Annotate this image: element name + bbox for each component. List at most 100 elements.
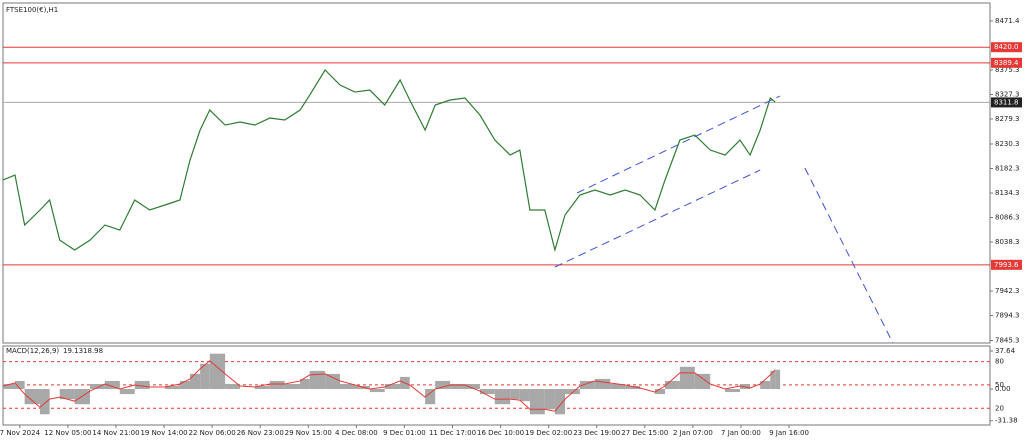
signal-line — [2, 360, 776, 412]
level-tag — [991, 57, 1022, 68]
macd-bar — [654, 389, 666, 395]
macd-value: 19.13 — [63, 347, 83, 355]
macd-bar — [425, 389, 436, 405]
x-tick-label: 14 Nov 21:00 — [92, 429, 139, 437]
x-tick-label: 27 Dec 15:00 — [621, 429, 668, 437]
macd-bar — [300, 378, 310, 390]
macd-bar — [510, 389, 520, 400]
y-tick-label: 7894.3 — [995, 311, 1020, 319]
macd-bar — [544, 389, 555, 410]
level-label: 7993.6 — [994, 261, 1019, 269]
y-tick-label: 8375.3 — [995, 66, 1020, 74]
macd-bar — [679, 366, 695, 390]
y-tick-label: 37.64 — [995, 347, 1016, 355]
x-tick-label: 4 Dec 08:00 — [335, 429, 378, 437]
trend-line — [554, 169, 761, 268]
x-tick-label: 7 Jan 00:00 — [721, 429, 761, 437]
price-line — [2, 69, 776, 253]
y-tick-label: 8134.3 — [995, 189, 1020, 197]
macd-bar — [725, 389, 741, 393]
macd-bar — [494, 389, 511, 405]
macd-bar — [309, 370, 326, 390]
level-label: 8389.4 — [994, 59, 1019, 67]
macd-bar — [15, 380, 25, 390]
macd-bar — [770, 370, 776, 390]
level-tag — [991, 42, 1022, 53]
macd-bar — [465, 383, 480, 390]
macd-bar — [369, 389, 385, 393]
macd-bar — [284, 383, 301, 390]
macd-bar — [625, 386, 641, 390]
y-tick-label: 8327.3 — [995, 91, 1020, 99]
y2-tick-label: 20 — [995, 404, 1004, 412]
macd-bar — [134, 380, 150, 390]
y-tick-label: 8471.4 — [995, 17, 1020, 25]
y2-tick-label: 80 — [995, 358, 1004, 366]
macd-bar — [565, 389, 580, 395]
macd-bar — [40, 389, 50, 415]
macd-bar — [119, 389, 135, 395]
macd-panel — [2, 345, 991, 426]
y-tick-label: 8182.3 — [995, 165, 1020, 173]
price-panel — [2, 2, 991, 344]
macd-bar — [90, 383, 105, 390]
level-tag — [991, 259, 1022, 270]
y-tick-label: 0.00 — [995, 385, 1011, 393]
chart-title: FTSE100(€),H1 — [6, 6, 58, 14]
macd-bar — [519, 389, 530, 402]
macd-bar — [775, 369, 781, 390]
macd-bar — [760, 380, 771, 390]
y-tick-label: 7942.3 — [995, 287, 1020, 295]
macd-bar — [104, 380, 120, 390]
x-tick-label: 19 Dec 02:00 — [525, 429, 572, 437]
macd-bar — [59, 389, 75, 400]
signal-value: 18.98 — [83, 347, 103, 355]
macd-bar — [325, 373, 341, 390]
macd-bar — [479, 389, 495, 395]
y-tick-label: -31.38 — [995, 417, 1018, 425]
macd-bar — [179, 380, 191, 390]
x-tick-label: 7 Nov 2024 — [0, 429, 41, 437]
x-tick-label: 22 Nov 06:00 — [189, 429, 236, 437]
macd-bar — [165, 386, 180, 390]
macd-bar — [594, 378, 611, 390]
macd-bar — [3, 383, 16, 390]
current-price-tag — [991, 97, 1022, 108]
macd-title: MACD(12,26,9) — [6, 347, 59, 355]
macd-bar — [209, 353, 226, 390]
macd-bar — [435, 380, 451, 390]
x-tick-label: 29 Nov 15:00 — [285, 429, 332, 437]
y-tick-label: 8230.3 — [995, 140, 1020, 148]
macd-bar — [24, 389, 41, 405]
x-tick-label: 11 Dec 17:00 — [429, 429, 476, 437]
macd-bar — [610, 383, 626, 390]
current-price-label: 8311.8 — [994, 98, 1019, 106]
x-tick-label: 12 Nov 05:00 — [44, 429, 91, 437]
macd-bar — [579, 380, 595, 390]
macd-bar — [190, 373, 201, 390]
x-tick-label: 16 Dec 10:00 — [477, 429, 524, 437]
trend-line — [804, 167, 894, 344]
macd-bar — [225, 383, 241, 390]
x-tick-label: 19 Nov 14:00 — [140, 429, 187, 437]
y-tick-label: 8086.3 — [995, 214, 1020, 222]
macd-bar — [694, 373, 711, 390]
x-tick-label: 9 Jan 16:00 — [769, 429, 809, 437]
x-tick-label: 2 Jan 07:00 — [673, 429, 713, 437]
x-tick-label: 23 Dec 19:00 — [573, 429, 620, 437]
macd-bar — [254, 386, 270, 390]
macd-bar — [340, 383, 355, 390]
y2-tick-label: 50 — [995, 381, 1004, 389]
y-tick-label: 8038.3 — [995, 238, 1020, 246]
y-tick-label: 7845.3 — [995, 336, 1020, 344]
trend-line — [576, 95, 781, 194]
y-tick-label: 8279.3 — [995, 115, 1020, 123]
level-label: 8420.0 — [994, 43, 1019, 51]
macd-bar — [384, 383, 401, 390]
macd-bar — [529, 389, 545, 415]
macd-bar — [665, 380, 680, 390]
macd-bar — [554, 389, 566, 415]
macd-bar — [269, 380, 285, 390]
x-tick-label: 9 Dec 01:00 — [383, 429, 426, 437]
